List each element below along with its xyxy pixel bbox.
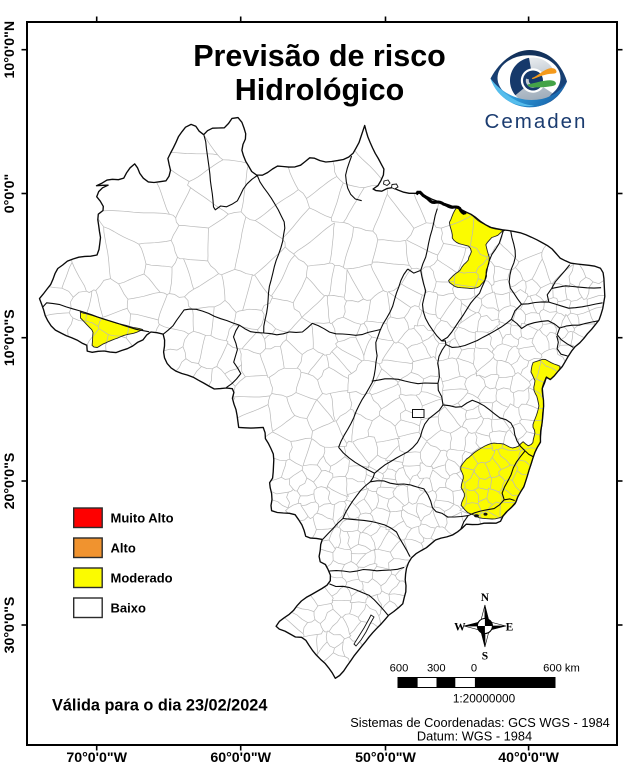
- svg-text:Baixo: Baixo: [111, 601, 146, 616]
- svg-text:Cemaden: Cemaden: [485, 110, 588, 133]
- svg-text:30°0'0"S: 30°0'0"S: [2, 597, 18, 654]
- svg-text:50°0'0"W: 50°0'0"W: [355, 750, 416, 766]
- svg-text:40°0'0"W: 40°0'0"W: [498, 750, 559, 766]
- svg-text:Alto: Alto: [111, 541, 136, 556]
- svg-text:Datum: WGS - 1984: Datum: WGS - 1984: [417, 729, 532, 744]
- svg-text:Hidrológico: Hidrológico: [235, 73, 404, 107]
- svg-text:600 km: 600 km: [543, 663, 580, 675]
- svg-text:S: S: [482, 651, 488, 663]
- svg-text:0°0'0": 0°0'0": [2, 174, 18, 213]
- svg-text:600: 600: [390, 663, 409, 675]
- svg-text:Previsão de risco: Previsão de risco: [193, 39, 446, 73]
- svg-text:300: 300: [427, 663, 446, 675]
- svg-text:20°0'0"S: 20°0'0"S: [2, 453, 18, 510]
- svg-text:Sistemas de Coordenadas: GCS W: Sistemas de Coordenadas: GCS WGS - 1984: [350, 715, 610, 730]
- svg-text:W: W: [454, 622, 466, 634]
- svg-text:10°0'0"N: 10°0'0"N: [2, 21, 18, 79]
- svg-text:1:20000000: 1:20000000: [453, 692, 516, 706]
- svg-text:60°0'0"W: 60°0'0"W: [210, 750, 271, 766]
- svg-text:0: 0: [471, 663, 477, 675]
- svg-text:N: N: [481, 592, 490, 604]
- svg-text:70°0'0"W: 70°0'0"W: [66, 750, 127, 766]
- svg-text:Muito Alto: Muito Alto: [111, 511, 174, 526]
- svg-text:10°0'0"S: 10°0'0"S: [2, 309, 18, 366]
- svg-text:E: E: [506, 622, 514, 634]
- svg-text:Válida para o dia 23/02/2024: Válida para o dia 23/02/2024: [52, 697, 267, 715]
- svg-text:Moderado: Moderado: [111, 571, 173, 586]
